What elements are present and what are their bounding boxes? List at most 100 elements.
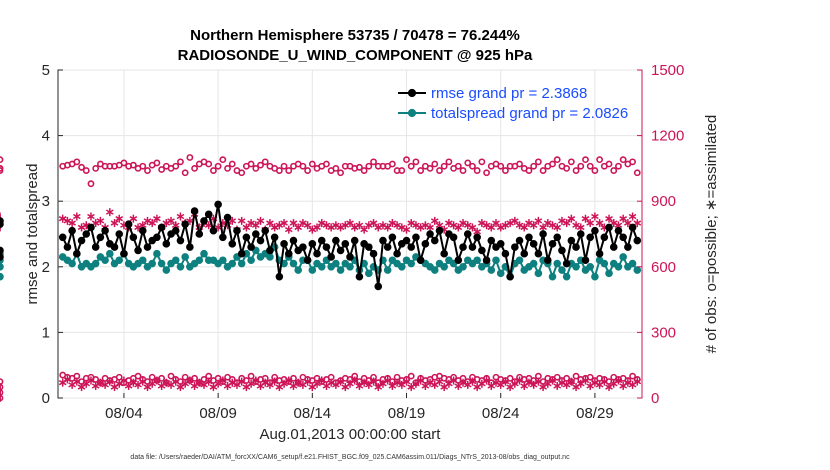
rmse-point [346, 253, 354, 261]
y-right-tick-label: 900 [651, 193, 676, 210]
spread-point [115, 256, 124, 265]
rmse-point [303, 256, 312, 265]
possible-count-marker [365, 162, 373, 170]
rmse-point [544, 256, 552, 265]
possible-count-marker [257, 161, 264, 169]
assimilated-count-marker [148, 219, 157, 228]
rmse-point [120, 249, 128, 258]
y-tick-label: 4 [42, 128, 50, 145]
possible-count-marker [304, 167, 312, 174]
x-tick-label: 08/24 [482, 405, 520, 422]
possible-count-marker [120, 159, 128, 167]
rmse-point [562, 259, 571, 268]
assimilated-count-marker [595, 219, 604, 228]
y-tick-label: 0 [42, 390, 50, 407]
possible-count-marker [167, 372, 175, 380]
assimilated-count-marker [242, 223, 251, 232]
spread-point [200, 249, 208, 258]
x-tick-label: 08/09 [199, 405, 237, 422]
assimilated-count-marker [628, 212, 637, 221]
x-tick-label: 08/29 [576, 405, 614, 422]
spread-point [106, 249, 114, 258]
assimilated-count-marker [284, 376, 293, 385]
assimilated-count-marker [105, 377, 114, 386]
assimilated-count-marker [383, 223, 392, 232]
rmse-point [553, 233, 562, 242]
assimilated-count-marker [468, 377, 477, 386]
possible-count-marker [534, 158, 542, 166]
rmse-point [506, 272, 514, 281]
assimilated-count-marker [186, 376, 194, 385]
rmse-point [591, 226, 599, 235]
possible-count-marker [497, 162, 505, 170]
assimilated-count-marker [581, 214, 590, 223]
rmse-point [157, 223, 166, 232]
rmse-point [0, 246, 4, 255]
rmse-point [350, 236, 359, 245]
rmse-point [609, 243, 618, 251]
spread-point [529, 259, 538, 268]
spread-point [628, 259, 637, 268]
rmse-point [355, 272, 364, 281]
possible-count-marker [205, 160, 213, 168]
assimilated-count-marker [204, 377, 213, 386]
rmse-point [153, 233, 161, 242]
assimilated-count-marker [284, 225, 293, 234]
rmse-point [115, 230, 124, 238]
rmse-point [58, 233, 67, 242]
rmse-point [242, 233, 251, 242]
rmse-point [463, 230, 472, 238]
rmse-point [478, 246, 486, 255]
assimilated-count-marker [303, 377, 312, 386]
y-axis-label: rmse and totalspread [24, 164, 41, 305]
assimilated-count-marker [520, 223, 529, 232]
y-right-tick-label: 600 [651, 259, 676, 276]
possible-count-marker [308, 160, 316, 168]
rmse-point [171, 226, 180, 235]
spread-point [492, 256, 500, 265]
rmse-point [228, 240, 237, 248]
assimilated-count-marker [72, 212, 81, 221]
rmse-point [162, 240, 171, 248]
spread-point [228, 259, 237, 268]
possible-count-marker [219, 156, 227, 164]
rmse-point [96, 233, 105, 242]
rmse-point [219, 233, 227, 242]
chart-subtitle: RADIOSONDE_U_WIND_COMPONENT @ 925 hPa [178, 47, 533, 64]
spread-point [68, 259, 76, 268]
rmse-point [87, 223, 95, 232]
possible-count-marker [285, 167, 293, 174]
assimilated-count-marker [68, 219, 76, 228]
possible-count-marker [370, 158, 377, 166]
possible-count-marker [87, 180, 95, 188]
y-right-tick-label: 300 [651, 324, 676, 341]
assimilated-count-marker [605, 214, 613, 223]
rmse-point [195, 230, 204, 238]
rmse-point [624, 243, 632, 251]
rmse-point [416, 256, 425, 265]
possible-count-marker [506, 374, 514, 382]
spread-point [430, 266, 439, 274]
rmse-point [332, 236, 340, 245]
assimilated-count-marker [515, 376, 524, 385]
possible-count-marker [134, 372, 142, 380]
rmse-point [289, 236, 298, 245]
spread-point [148, 259, 156, 268]
rmse-point [473, 233, 481, 242]
possible-count-marker [572, 167, 580, 174]
rmse-point [633, 236, 642, 245]
rmse-point [176, 236, 185, 245]
possible-count-marker [440, 162, 448, 170]
rmse-point [280, 240, 288, 248]
possible-count-marker [275, 167, 283, 174]
possible-count-marker [129, 161, 137, 169]
assimilated-count-marker [237, 377, 246, 386]
assimilated-count-marker [251, 221, 260, 230]
spread-point [195, 256, 204, 265]
rmse-point [379, 236, 387, 245]
assimilated-count-marker [633, 377, 642, 386]
assimilated-count-marker [115, 214, 124, 223]
y-right-tick-label: 1200 [651, 128, 684, 145]
spread-point [553, 259, 562, 268]
spread-point [605, 269, 613, 278]
